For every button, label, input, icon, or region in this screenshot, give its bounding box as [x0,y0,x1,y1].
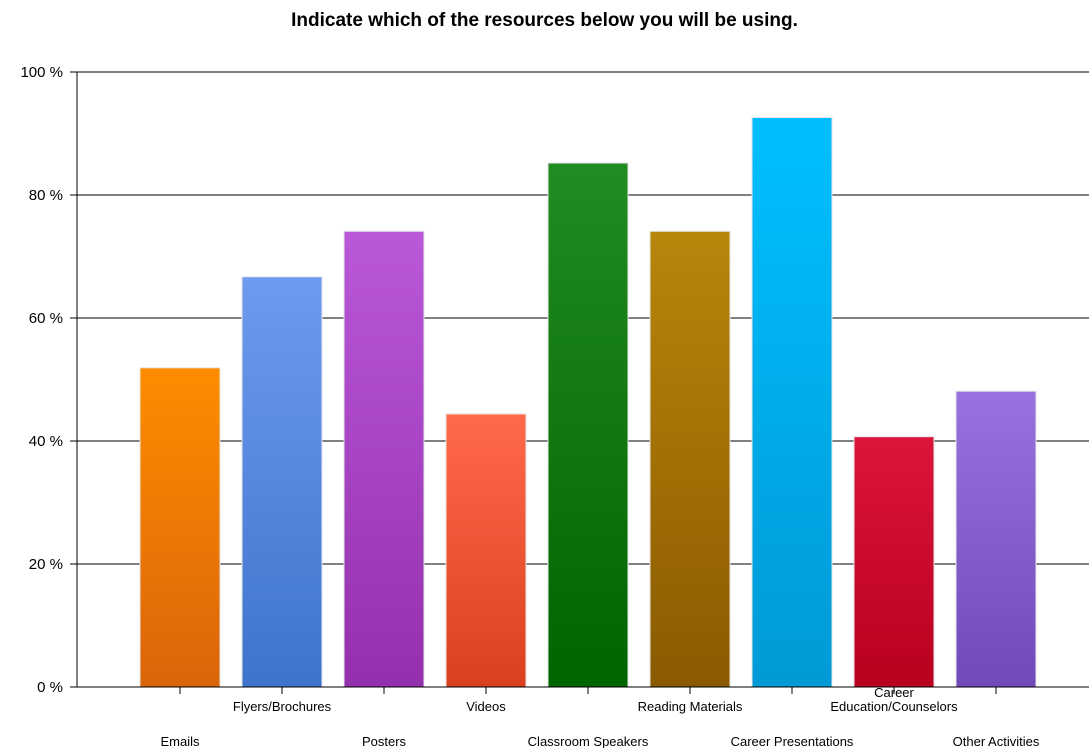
bar-posters [343,230,425,688]
bar-career-education-counselors [853,436,935,688]
bar-flyers-brochures [241,276,323,688]
x-tick-label: Reading Materials [638,699,743,714]
y-tick-label: 100 % [20,64,63,81]
x-tick-label: Classroom Speakers [528,734,649,748]
y-tick-label: 40 % [29,433,63,450]
bar-other-activities [955,390,1037,688]
bar-reading-materials [649,230,731,688]
x-tick-label: Posters [362,734,407,748]
bar-classroom-speakers [547,162,629,688]
x-tick-label: Videos [466,699,506,714]
bar-videos [445,413,527,688]
x-tick-label: Other Activities [953,734,1040,748]
bar-career-presentations [751,117,833,688]
x-tick-label: Career Education/Counselors [830,685,958,714]
x-tick-label: Career Presentations [731,734,854,748]
y-tick-label: 0 % [37,679,63,696]
chart-title: Indicate which of the resources below yo… [291,10,798,31]
x-tick-label: Emails [160,734,200,748]
x-axis-ticks: Emails Flyers/Brochures Posters Videos Class… [160,685,1039,748]
x-tick-label: Flyers/Brochures [233,699,332,714]
y-tick-label: 60 % [29,310,63,327]
y-axis-ticks: 0 % 20 % 40 % 60 % 80 % 100 % [20,64,77,696]
bars [139,117,1037,688]
axes [76,72,1089,688]
y-tick-label: 20 % [29,556,63,573]
bar-emails [139,367,221,688]
y-tick-label: 80 % [29,187,63,204]
